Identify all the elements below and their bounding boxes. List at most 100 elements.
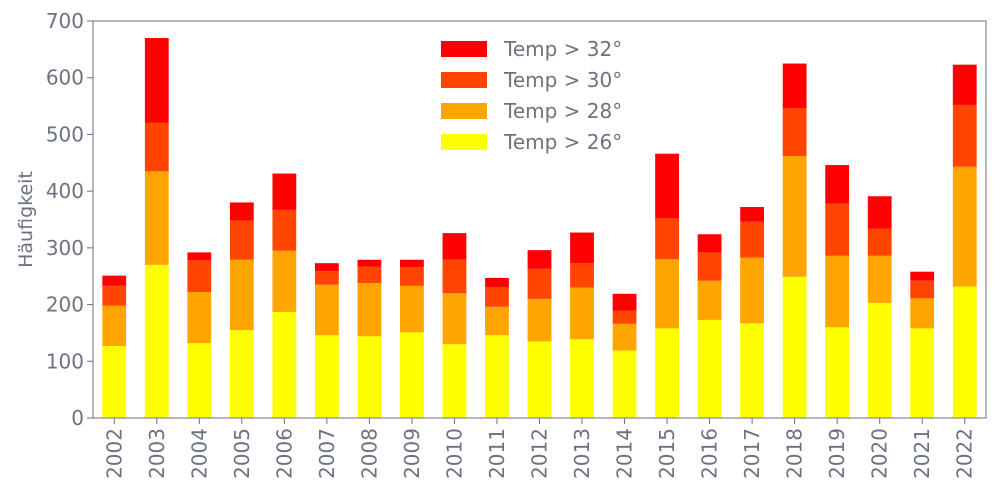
x-tick-label: 2007 bbox=[315, 428, 339, 479]
x-tick-label: 2021 bbox=[910, 428, 934, 479]
y-tick-label: 200 bbox=[46, 293, 84, 317]
x-tick-label: 2002 bbox=[102, 428, 126, 479]
y-axis-label: Häufigkeit bbox=[15, 171, 37, 268]
bar-2011-series-2 bbox=[485, 306, 509, 336]
bar-2018-series-1 bbox=[782, 276, 807, 418]
bar-2004-series-1 bbox=[187, 343, 212, 418]
bar-2007-series-4 bbox=[314, 263, 339, 272]
bar-2006-series-1 bbox=[272, 311, 297, 418]
y-tick-label: 300 bbox=[46, 236, 84, 260]
x-tick-label: 2012 bbox=[528, 428, 552, 479]
legend-swatch bbox=[441, 103, 487, 119]
bar-2022-series-2 bbox=[952, 166, 977, 287]
bar-2017-series-4 bbox=[740, 207, 765, 222]
bar-2015-series-1 bbox=[655, 328, 679, 418]
bar-2009-series-1 bbox=[400, 332, 424, 418]
y-tick-label: 600 bbox=[46, 66, 84, 90]
bar-2008-series-4 bbox=[357, 259, 382, 267]
bar-2002-series-2 bbox=[102, 305, 127, 346]
bar-2018-series-4 bbox=[782, 63, 807, 109]
bar-2012-series-3 bbox=[527, 268, 552, 299]
legend-label: Temp > 32° bbox=[503, 37, 622, 61]
bar-2021-series-2 bbox=[910, 298, 935, 329]
bar-2008-series-1 bbox=[357, 336, 382, 418]
bar-2013-series-1 bbox=[570, 339, 594, 418]
bar-2018-series-2 bbox=[782, 155, 807, 277]
y-axis: 0 100 200 300 400 500 600 700 bbox=[46, 9, 93, 430]
x-axis: 2002 2003 2004 2005 2006 2007 2008 2009 2010 2011… bbox=[102, 418, 977, 479]
bar-2010-series-2 bbox=[442, 293, 467, 345]
bar-2011-series-3 bbox=[485, 286, 509, 307]
y-tick-label: 500 bbox=[46, 122, 84, 146]
x-tick-label: 2017 bbox=[740, 428, 764, 479]
bar-2007-series-1 bbox=[314, 335, 339, 418]
legend-swatch bbox=[441, 41, 487, 57]
bar-2019-series-3 bbox=[825, 203, 850, 256]
bar-2012-series-4 bbox=[527, 250, 552, 269]
bar-2011-series-1 bbox=[485, 335, 509, 418]
bar-2021-series-1 bbox=[910, 328, 935, 418]
bar-2008-series-3 bbox=[357, 266, 382, 284]
x-tick-label: 2011 bbox=[485, 428, 509, 479]
bar-2015-series-2 bbox=[655, 259, 679, 329]
bar-2014-series-4 bbox=[612, 293, 637, 311]
y-tick-label: 0 bbox=[71, 406, 84, 430]
x-tick-label: 2015 bbox=[655, 428, 679, 479]
bar-2013-series-2 bbox=[570, 287, 594, 340]
bar-2009-series-2 bbox=[400, 285, 424, 333]
bar-2016-series-4 bbox=[697, 234, 722, 253]
bar-2004-series-2 bbox=[187, 292, 212, 344]
bar-2003-series-1 bbox=[144, 264, 169, 418]
bar-2005-series-2 bbox=[229, 259, 254, 331]
x-tick-label: 2010 bbox=[442, 428, 466, 479]
bar-2018-series-3 bbox=[782, 108, 807, 156]
bar-2003-series-2 bbox=[144, 171, 169, 265]
bar-2013-series-3 bbox=[570, 263, 594, 288]
bar-2014-series-2 bbox=[612, 323, 637, 351]
bar-2013-series-4 bbox=[570, 232, 594, 264]
bars-group bbox=[102, 38, 977, 418]
bar-2003-series-3 bbox=[144, 122, 169, 172]
x-tick-label: 2016 bbox=[698, 428, 722, 479]
bar-2014-series-3 bbox=[612, 310, 637, 324]
bar-2011-series-4 bbox=[485, 277, 509, 287]
bar-2015-series-4 bbox=[655, 153, 679, 219]
x-tick-label: 2018 bbox=[783, 428, 807, 479]
bar-2022-series-3 bbox=[952, 104, 977, 167]
legend-label: Temp > 26° bbox=[503, 130, 622, 154]
bar-2006-series-4 bbox=[272, 173, 297, 210]
x-tick-label: 2004 bbox=[187, 428, 211, 479]
bar-2021-series-3 bbox=[910, 280, 935, 299]
bar-2002-series-4 bbox=[102, 275, 127, 286]
legend-label: Temp > 30° bbox=[503, 68, 622, 92]
y-tick-label: 700 bbox=[46, 9, 84, 33]
x-tick-label: 2022 bbox=[953, 428, 977, 479]
bar-2019-series-1 bbox=[825, 327, 850, 418]
bar-2017-series-3 bbox=[740, 221, 765, 258]
bar-2016-series-3 bbox=[697, 252, 722, 281]
bar-2017-series-2 bbox=[740, 257, 765, 324]
bar-2005-series-3 bbox=[229, 220, 254, 260]
plot-frame bbox=[92, 20, 987, 419]
bar-2008-series-2 bbox=[357, 283, 382, 337]
bar-2007-series-2 bbox=[314, 284, 339, 336]
bar-2014-series-1 bbox=[612, 350, 637, 418]
bar-2009-series-3 bbox=[400, 267, 424, 286]
y-tick-label: 400 bbox=[46, 179, 84, 203]
y-tick-label: 100 bbox=[46, 349, 84, 373]
x-tick-label: 2005 bbox=[230, 428, 254, 479]
bar-2004-series-4 bbox=[187, 252, 212, 261]
x-tick-label: 2020 bbox=[868, 428, 892, 479]
bar-2002-series-3 bbox=[102, 285, 127, 306]
bar-2020-series-2 bbox=[867, 255, 892, 303]
bar-2019-series-2 bbox=[825, 255, 850, 328]
x-tick-label: 2014 bbox=[613, 428, 637, 479]
x-tick-label: 2009 bbox=[400, 428, 424, 479]
bar-2005-series-1 bbox=[229, 330, 254, 418]
legend-swatch bbox=[441, 72, 487, 88]
x-tick-label: 2013 bbox=[570, 428, 594, 479]
legend-swatch bbox=[441, 134, 487, 150]
bar-2005-series-4 bbox=[229, 202, 254, 221]
bar-2021-series-4 bbox=[910, 271, 935, 281]
bar-2010-series-1 bbox=[442, 344, 467, 418]
